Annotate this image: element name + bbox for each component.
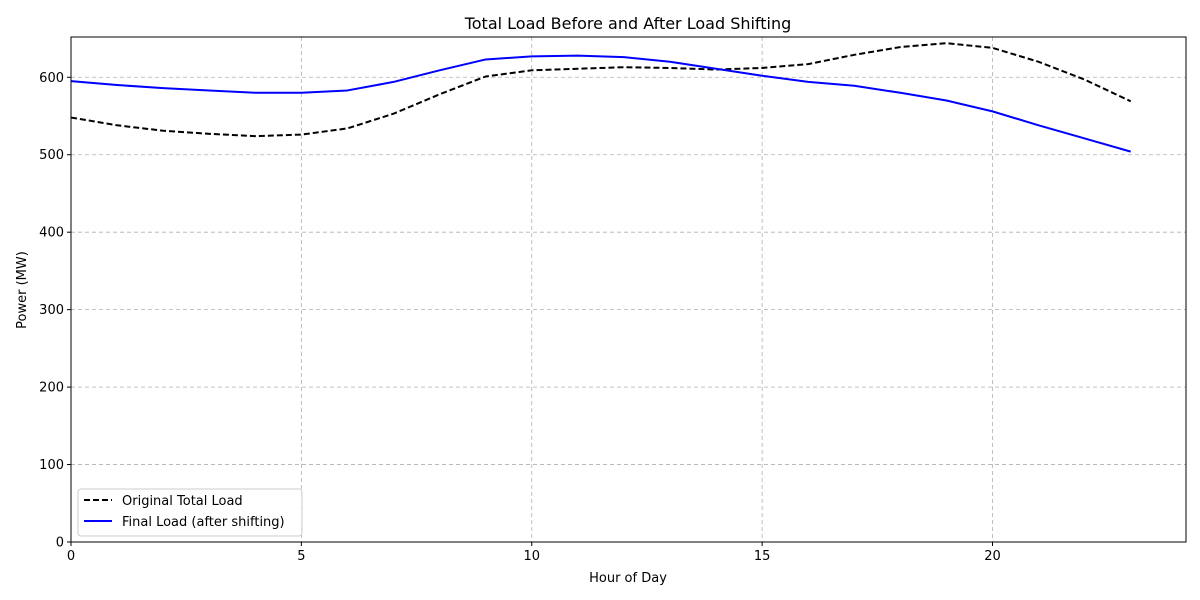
- y-tick-label: 400: [39, 226, 64, 241]
- series-line-original: [70, 42, 1132, 138]
- legend-label-final: Final Load (after shifting): [122, 515, 285, 530]
- y-tick-label: 0: [56, 536, 64, 551]
- y-tick-label: 600: [39, 71, 64, 86]
- y-axis-ticks: 0 100 200 300 400 500 600: [39, 71, 71, 551]
- x-tick-label: 10: [523, 549, 540, 564]
- legend: Original Total Load Final Load (after sh…: [77, 488, 303, 537]
- y-axis-label: Power (MW): [15, 251, 30, 329]
- y-tick-label: 500: [39, 148, 64, 163]
- x-tick-label: 5: [297, 549, 305, 564]
- legend-box: [77, 488, 303, 537]
- series-lines: [70, 42, 1132, 153]
- y-tick-label: 100: [39, 458, 64, 473]
- x-axis-label: Hour of Day: [589, 571, 667, 586]
- y-tick-label: 300: [39, 303, 64, 318]
- chart-title: Total Load Before and After Load Shiftin…: [464, 14, 792, 33]
- x-tick-label: 20: [984, 549, 1001, 564]
- y-tick-label: 200: [39, 381, 64, 396]
- x-tick-label: 15: [754, 549, 771, 564]
- x-tick-label: 0: [67, 549, 75, 564]
- series-line-final: [70, 54, 1131, 153]
- legend-label-original: Original Total Load: [122, 494, 243, 509]
- plot-frame: [70, 36, 1187, 543]
- x-axis-ticks: 0 5 10 15 20: [67, 542, 1001, 564]
- grid-lines: [70, 37, 1186, 543]
